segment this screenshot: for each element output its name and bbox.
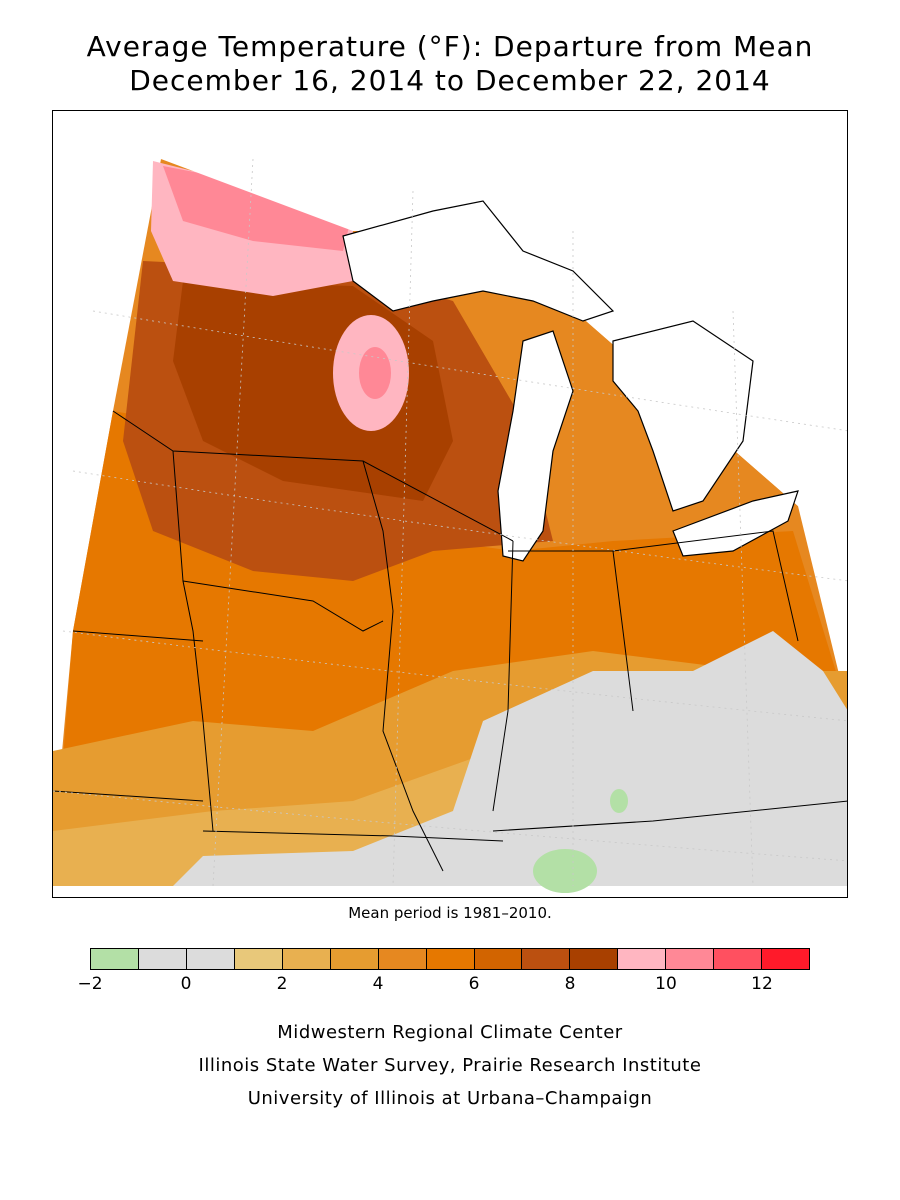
legend-swatch <box>762 949 810 969</box>
legend-swatch <box>186 949 235 969</box>
legend-swatch <box>234 949 283 969</box>
mean-period-note: Mean period is 1981–2010. <box>348 904 552 922</box>
zone-red-wisconsin <box>359 347 391 399</box>
state-boundaries <box>53 410 847 872</box>
lake-huron <box>612 320 754 512</box>
legend-swatch <box>618 949 667 969</box>
zone-green-kentucky <box>533 849 597 893</box>
canada-area <box>161 111 847 506</box>
legend-swatch <box>378 949 427 969</box>
zone-green-spot <box>610 789 628 813</box>
legend-tick-label: 12 <box>751 974 773 994</box>
zone-grey-ohio-valley <box>173 631 847 886</box>
legend-swatch <box>714 949 763 969</box>
legend-swatch <box>570 949 619 969</box>
legend-tick-label: 6 <box>468 974 480 994</box>
legend-swatch <box>282 949 331 969</box>
lake-michigan <box>497 330 574 562</box>
color-legend <box>90 948 810 970</box>
credit-mrcc: Midwestern Regional Climate Center <box>277 1022 623 1043</box>
legend-tick-label: 10 <box>655 974 677 994</box>
graticule <box>53 158 847 887</box>
lake-superior <box>342 200 615 322</box>
legend-swatch <box>474 949 523 969</box>
credit-uiuc: University of Illinois at Urbana–Champai… <box>247 1088 653 1109</box>
legend-swatch <box>330 949 379 969</box>
legend-tick-label: 2 <box>276 974 288 994</box>
temperature-departure-map <box>53 111 847 893</box>
map-title: Average Temperature (°F): Departure from… <box>86 30 814 63</box>
legend-swatch <box>426 949 475 969</box>
legend-tick-label: 4 <box>372 974 384 994</box>
legend-swatch <box>666 949 715 969</box>
credit-isws: Illinois State Water Survey, Prairie Res… <box>198 1055 702 1076</box>
legend-tick-label: 0 <box>180 974 192 994</box>
legend-swatch <box>138 949 187 969</box>
zone-red-north <box>163 166 353 251</box>
legend-tick-label: 8 <box>564 974 576 994</box>
legend-swatch <box>91 949 139 969</box>
legend-swatch <box>522 949 571 969</box>
legend-tick-label: −2 <box>77 974 103 994</box>
map-frame <box>52 110 848 898</box>
map-date-range: December 16, 2014 to December 22, 2014 <box>129 64 771 97</box>
